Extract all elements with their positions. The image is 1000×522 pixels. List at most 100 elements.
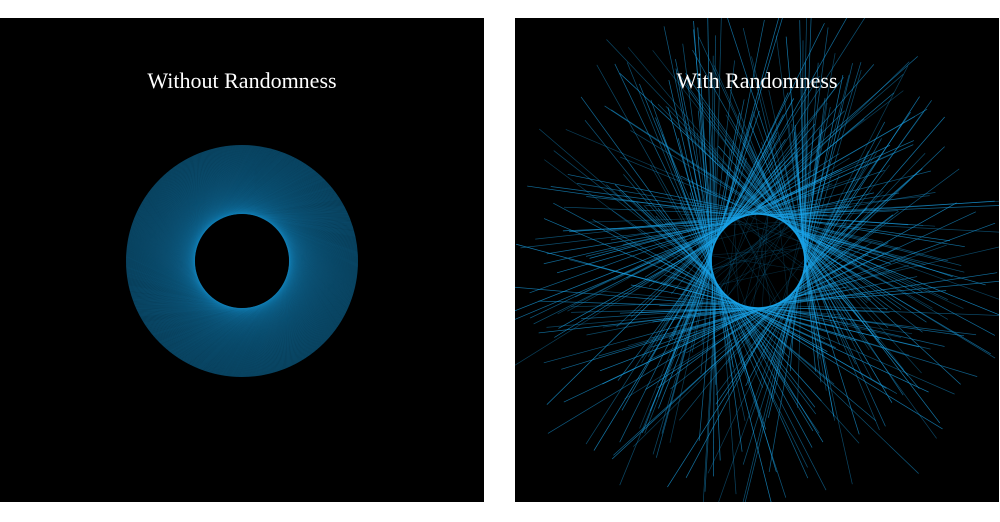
ring-line (210, 298, 270, 373)
ring-line (145, 195, 198, 276)
burst-line (655, 117, 712, 263)
ring-line (202, 145, 235, 235)
ring-line (151, 307, 243, 335)
ring-line (126, 272, 217, 301)
ring-line (281, 235, 353, 299)
ring-line (210, 146, 264, 226)
ring-line (171, 168, 196, 261)
ring-line (140, 307, 235, 318)
ring-line (286, 247, 338, 328)
ring-line (125, 257, 212, 298)
burst-line (626, 233, 720, 279)
burst-line (740, 144, 891, 218)
ring-line (223, 295, 275, 376)
burst-line (529, 215, 746, 294)
ring-line (172, 167, 196, 260)
ring-line (288, 266, 303, 361)
ring-line (163, 307, 250, 347)
ring-line (219, 154, 289, 220)
inner-chord (717, 265, 805, 286)
burst-line (622, 235, 719, 299)
burst-line (674, 257, 712, 344)
burst-line (804, 255, 893, 403)
burst-line (802, 96, 920, 276)
ring-line (136, 306, 232, 311)
ring-line (263, 282, 284, 375)
ring-line (218, 152, 285, 221)
burst-line (791, 253, 869, 294)
ring-line (161, 176, 196, 266)
ring-line (288, 260, 315, 352)
ring-line (197, 152, 202, 247)
ring-line (259, 217, 354, 230)
center-hole (195, 214, 289, 308)
ring-line (283, 238, 349, 307)
ring-line (288, 254, 327, 342)
burst-line (801, 244, 873, 380)
burst-line (727, 18, 802, 244)
ring-line (201, 300, 267, 371)
ring-line (252, 209, 347, 216)
burst-line (713, 98, 795, 245)
ring-line (161, 307, 249, 345)
ring-line (288, 258, 320, 349)
burst-line (776, 276, 918, 305)
ring-line (129, 289, 223, 305)
ring-line (287, 251, 332, 336)
ring-line (233, 292, 277, 377)
ring-line (142, 307, 236, 321)
ring-line (219, 296, 273, 376)
ring-line (126, 270, 217, 301)
ring-line (126, 267, 216, 300)
ring-line (198, 148, 215, 242)
ring-line (138, 207, 200, 281)
ring-line (278, 231, 356, 287)
ring-line (275, 227, 358, 276)
ring-line (189, 157, 197, 252)
ring-line (288, 264, 308, 358)
ring-line (134, 217, 202, 285)
ring-line (281, 235, 352, 301)
ring-line (221, 156, 294, 219)
ring-line (283, 239, 348, 310)
ring-line (145, 196, 198, 276)
ring-line (156, 182, 196, 269)
burst-line (618, 190, 714, 277)
ring-line (157, 180, 196, 268)
ring-line (217, 151, 283, 222)
ring-line (129, 230, 205, 290)
ring-line (125, 256, 212, 298)
burst-line (563, 307, 762, 403)
ring-line (265, 281, 285, 375)
ring-line (204, 144, 240, 233)
burst-line (804, 252, 909, 377)
ring-line (255, 215, 350, 219)
burst-line (766, 306, 999, 316)
ring-line (154, 307, 245, 338)
burst-line (606, 215, 744, 231)
burst-line (720, 23, 825, 233)
ring-line (197, 150, 206, 245)
ring-line (270, 280, 286, 374)
burst-line (779, 222, 996, 304)
ring-line (264, 219, 357, 243)
ring-line (246, 197, 340, 215)
ring-line (135, 214, 201, 284)
ring-line (141, 201, 199, 279)
ring-line (264, 219, 357, 242)
ring-line (263, 218, 356, 239)
ring-line (281, 236, 352, 302)
ring-line (270, 223, 359, 261)
ring-line (170, 306, 254, 353)
burst-line (633, 303, 779, 447)
ring-line (230, 168, 313, 216)
ring-line (191, 156, 197, 251)
ring-line (216, 151, 282, 222)
inner-chord (737, 218, 778, 305)
inner-chord (727, 218, 779, 297)
ring-line (217, 297, 273, 375)
ring-line (243, 191, 336, 215)
ring-line (198, 148, 213, 243)
burst-line (725, 90, 904, 227)
ring-line (130, 228, 204, 289)
